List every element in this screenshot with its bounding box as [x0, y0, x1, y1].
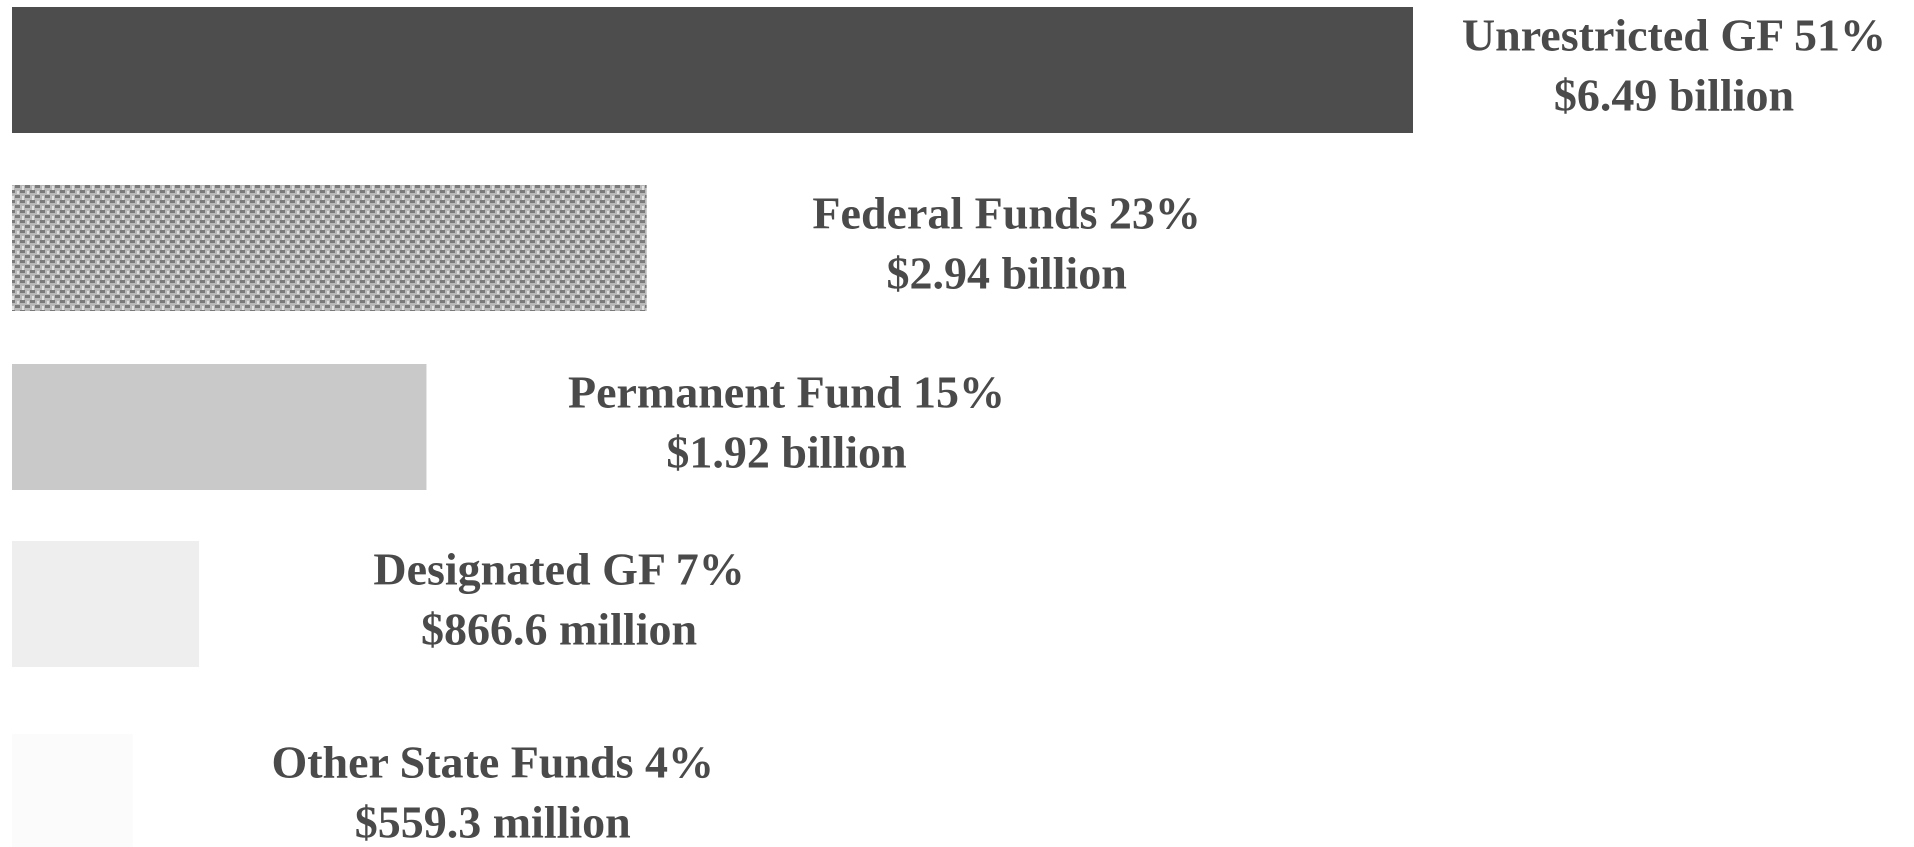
bar-value-label: $6.49 billion [1554, 70, 1794, 121]
bar [12, 541, 200, 667]
bar-value-label: $2.94 billion [887, 248, 1127, 299]
bar-category-label: Other State Funds 4% [271, 737, 714, 788]
bar-category-label: Permanent Fund 15% [568, 367, 1005, 418]
bar [12, 364, 427, 490]
bar [12, 7, 1413, 133]
bar-value-label: $559.3 million [355, 797, 631, 847]
bar [12, 734, 133, 847]
bar-category-label: Designated GF 7% [373, 544, 744, 595]
bar [12, 185, 647, 311]
bar-value-label: $866.6 million [421, 604, 697, 655]
bar-category-label: Unrestricted GF 51% [1462, 10, 1886, 61]
bar-category-label: Federal Funds 23% [812, 188, 1200, 239]
bar-value-label: $1.92 billion [666, 427, 906, 478]
